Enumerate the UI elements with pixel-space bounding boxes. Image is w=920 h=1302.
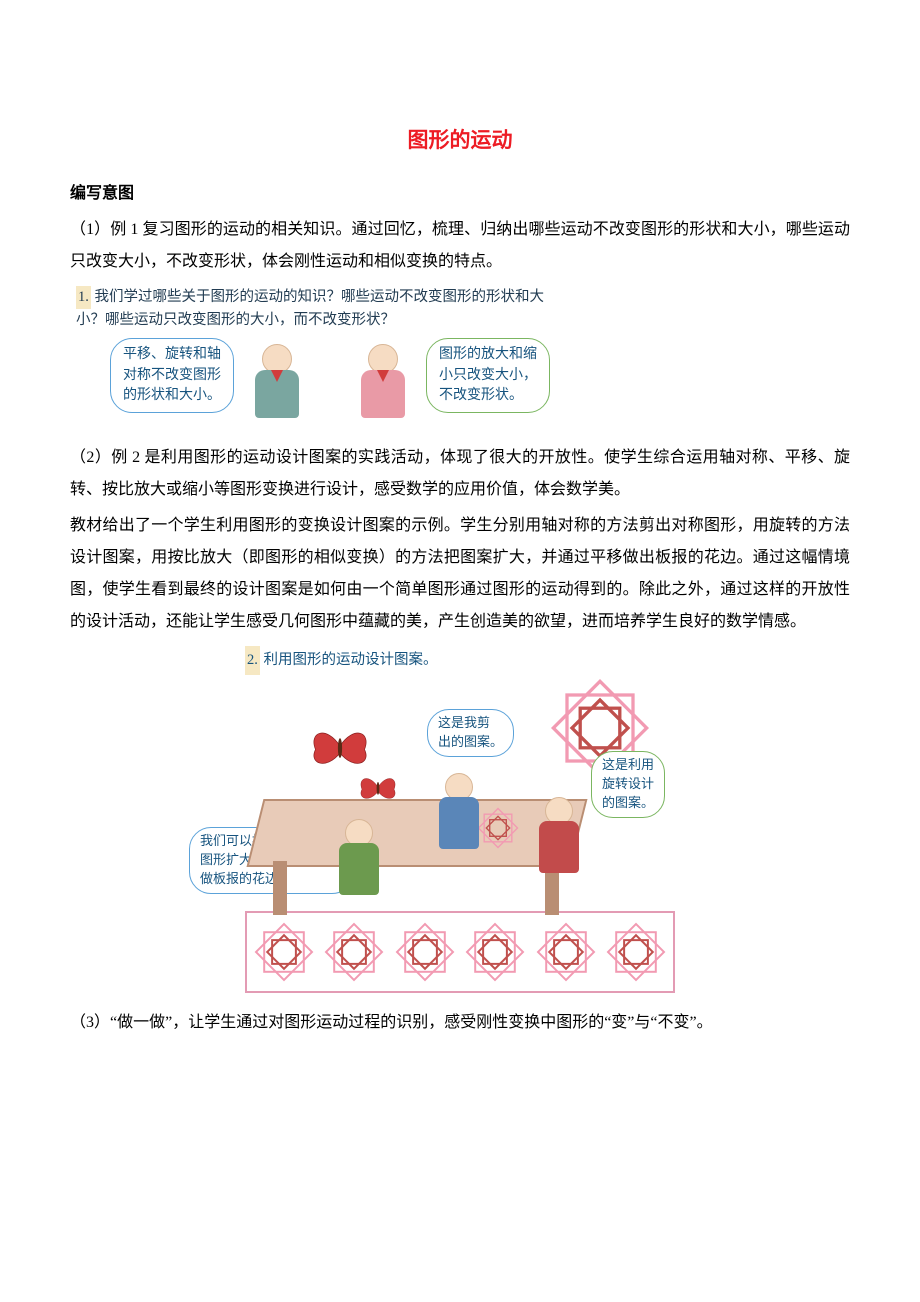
paragraph-2: （2）例 2 是利用图形的运动设计图案的实践活动，体现了很大的开放性。使学生综合…: [70, 442, 850, 506]
girl-center-illustration: [431, 751, 487, 849]
paragraph-3: 教材给出了一个学生利用图形的变换设计图案的示例。学生分别用轴对称的方法剪出对称图…: [70, 510, 850, 638]
pattern-cell: [462, 919, 528, 985]
paragraph-1: （1）例 1 复习图形的运动的相关知识。通过回忆，梳理、归纳出哪些运动不改变图形…: [70, 214, 850, 278]
figure-1-number: 1.: [76, 286, 91, 309]
pattern-cell: [251, 919, 317, 985]
paragraph-4: （3）“做一做”，让学生通过对图形运动过程的识别，感受刚性变换中图形的“变”与“…: [70, 1007, 850, 1039]
boy-illustration: [242, 338, 312, 430]
speech-bubble-boy-right: 这是利用 旋转设计 的图案。: [591, 751, 665, 818]
figure-2-caption: 2. 利用图形的运动设计图案。: [245, 646, 675, 675]
figure-1-question: 1. 我们学过哪些关于图形的运动的知识？哪些运动不改变图形的形状和大 小？哪些运…: [76, 286, 850, 332]
pattern-cell: [603, 919, 669, 985]
figure-2-number: 2.: [245, 646, 260, 675]
figure-2-caption-text: 利用图形的运动设计图案。: [264, 652, 438, 668]
girl-illustration: [348, 338, 418, 430]
pattern-border-row: [245, 911, 675, 993]
table-leg: [273, 861, 287, 915]
pattern-cell: [392, 919, 458, 985]
speech-bubble-right: 图形的放大和缩 小只改变大小， 不改变形状。: [426, 338, 550, 413]
figure-2: 2. 利用图形的运动设计图案。 这是我剪 出的图案。 这是利用 旋转设计 的图案…: [245, 646, 675, 993]
speech-bubble-girl: 这是我剪 出的图案。: [427, 709, 514, 757]
speech-bubble-left: 平移、旋转和轴 对称不改变图形 的形状和大小。: [110, 338, 234, 413]
figure-1: 1. 我们学过哪些关于图形的运动的知识？哪些运动不改变图形的形状和大 小？哪些运…: [70, 286, 850, 430]
page-title: 图形的运动: [70, 120, 850, 162]
pattern-cell: [533, 919, 599, 985]
pattern-cell: [321, 919, 387, 985]
section-heading-intent: 编写意图: [70, 178, 850, 210]
boy-left-illustration: [331, 797, 387, 895]
boy-right-illustration: [531, 775, 587, 873]
figure-1-question-text: 我们学过哪些关于图形的运动的知识？哪些运动不改变图形的形状和大 小？哪些运动只改…: [76, 289, 544, 328]
butterfly-large: [305, 721, 375, 771]
